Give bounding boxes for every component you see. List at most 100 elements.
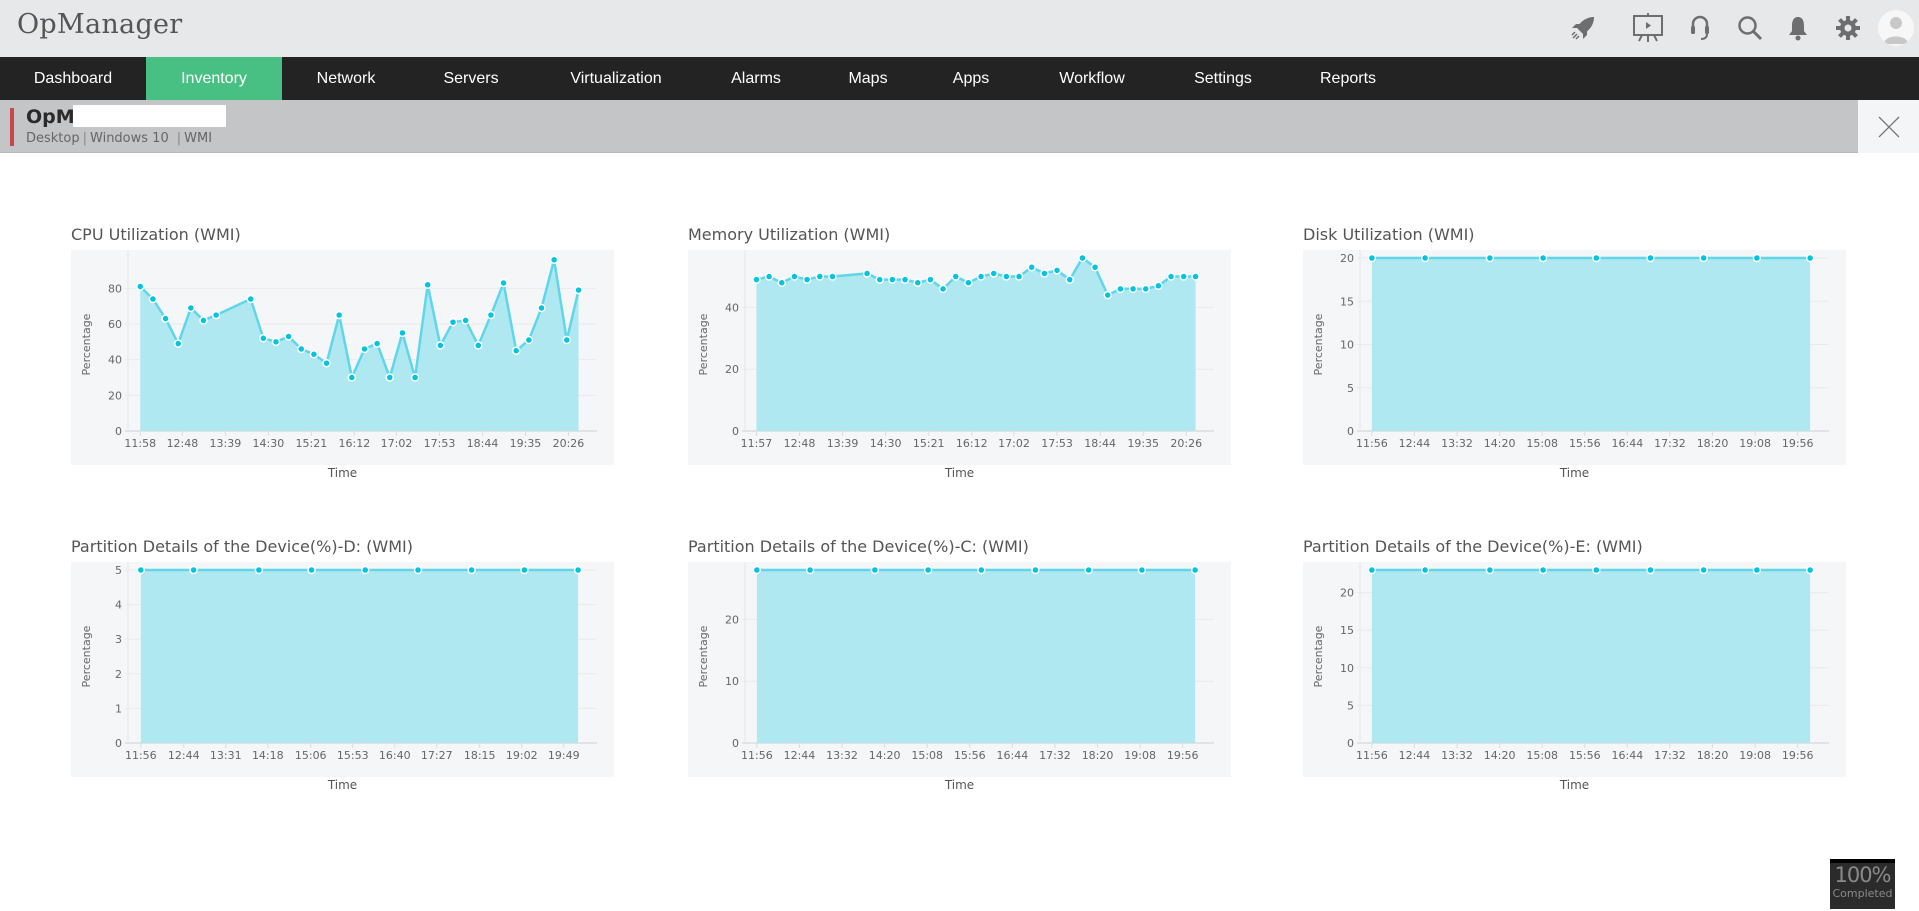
x-tick-label: 17:32 — [1654, 437, 1686, 450]
data-point — [913, 278, 922, 287]
data-point — [573, 565, 583, 575]
x-tick-label: 11:57 — [741, 437, 773, 450]
data-point — [1420, 253, 1430, 263]
progress-value: 100% — [1834, 863, 1891, 887]
data-point — [926, 275, 935, 284]
x-tick-label: 11:56 — [1356, 437, 1388, 450]
x-tick-label: 15:56 — [1569, 437, 1601, 450]
data-point — [1090, 263, 1100, 272]
nav-servers[interactable]: Servers — [443, 70, 499, 87]
data-point — [254, 565, 264, 575]
y-axis-label: Percentage — [697, 625, 710, 687]
data-point — [815, 272, 825, 281]
x-tick-label: 11:58 — [124, 437, 156, 450]
chart-title: Partition Details of the Device(%)-E: (W… — [1303, 537, 1643, 556]
gear-icon[interactable] — [1832, 12, 1864, 44]
x-tick-label: 12:44 — [784, 749, 816, 762]
x-tick-label: 14:20 — [1484, 437, 1516, 450]
data-point — [461, 316, 470, 325]
data-point — [1191, 272, 1200, 281]
area-fill — [756, 258, 1196, 431]
data-point — [976, 272, 986, 281]
x-tick-label: 19:56 — [1167, 749, 1199, 762]
data-point — [297, 344, 306, 354]
chart-panel: 0 1 2 3 4 5 11:56 12:44 13:31 14:18 15:06 15:53 16:4… — [71, 562, 614, 777]
nav-virtualization[interactable]: Virtualization — [570, 70, 662, 87]
x-axis-label: Time — [944, 466, 975, 480]
x-tick-label: 18:20 — [1082, 749, 1114, 762]
data-point — [938, 284, 948, 294]
x-tick-label: 18:20 — [1697, 749, 1729, 762]
x-tick-label: 20:26 — [553, 437, 585, 450]
bell-icon[interactable] — [1782, 12, 1814, 44]
data-point — [1752, 565, 1762, 575]
data-point — [951, 272, 960, 281]
x-tick-label: 17:02 — [998, 437, 1030, 450]
data-point — [790, 272, 799, 281]
x-axis-label: Time — [327, 466, 358, 480]
data-point — [1538, 253, 1548, 263]
series-line — [756, 256, 1196, 297]
y-tick-label: 40 — [108, 354, 122, 367]
data-point — [474, 341, 483, 350]
x-tick-label: 19:56 — [1782, 749, 1814, 762]
y-tick-label: 1 — [115, 702, 122, 715]
rocket-icon[interactable] — [1567, 12, 1599, 44]
chart-panel: 0 5 10 15 20 11:56 12:44 13:32 14:20 15:08 15:56 16… — [1303, 250, 1846, 465]
nav-settings[interactable]: Settings — [1194, 70, 1252, 87]
progress-badge: 100% Completed — [1830, 859, 1895, 909]
y-tick-label: 0 — [1347, 737, 1354, 750]
nav-apps[interactable]: Apps — [952, 70, 990, 87]
y-axis-label: Percentage — [1312, 625, 1325, 687]
y-tick-label: 80 — [108, 282, 122, 295]
headset-icon[interactable] — [1684, 12, 1716, 44]
progress-label: Completed — [1832, 887, 1893, 900]
nav-network[interactable]: Network — [316, 70, 376, 87]
device-protocol: WMI — [184, 131, 213, 146]
x-tick-label: 11:56 — [1356, 749, 1388, 762]
data-point — [1031, 565, 1040, 575]
x-tick-label: 19:02 — [506, 749, 538, 762]
data-point — [1592, 565, 1601, 575]
data-point — [1065, 275, 1074, 284]
presentation-icon[interactable] — [1632, 12, 1664, 44]
nav-workflow[interactable]: Workflow — [1059, 70, 1125, 87]
x-tick-label: 14:20 — [1484, 749, 1516, 762]
x-tick-label: 16:44 — [997, 749, 1029, 762]
area-fill — [756, 570, 1196, 743]
device-header: OpM- Desktop | Windows 10 | WMI — [0, 100, 1919, 153]
user-avatar-icon[interactable] — [1878, 10, 1914, 46]
data-point — [448, 317, 458, 327]
x-tick-label: 19:49 — [548, 749, 580, 762]
y-tick-label: 4 — [115, 599, 122, 612]
data-point — [259, 334, 268, 343]
data-point — [1141, 284, 1150, 294]
x-tick-label: 12:44 — [1399, 437, 1431, 450]
chart-svg: 0 5 10 15 20 11:56 12:44 13:32 14:20 15:08 15:56 16… — [1312, 562, 1829, 762]
data-point — [307, 565, 316, 575]
x-tick-label: 12:44 — [1399, 749, 1431, 762]
data-point — [875, 275, 884, 284]
nav-reports[interactable]: Reports — [1319, 70, 1377, 87]
separator: | — [82, 131, 88, 146]
data-point — [486, 310, 496, 320]
nav-maps[interactable]: Maps — [848, 70, 888, 87]
chart-svg: 0 20 40 11:57 12:48 13:39 14:30 15:21 16:12 17:02… — [697, 250, 1214, 450]
y-tick-label: 15 — [1340, 624, 1354, 637]
nav-dashboard[interactable]: Dashboard — [33, 70, 113, 87]
x-tick-label: 19:35 — [1127, 437, 1159, 450]
chart-panel: 0 5 10 15 20 11:56 12:44 13:32 14:20 15:08 15:56 16… — [1303, 562, 1846, 777]
nav-alarms[interactable]: Alarms — [731, 70, 781, 87]
data-point — [1179, 272, 1188, 281]
x-tick-label: 17:53 — [1041, 437, 1073, 450]
nav-inventory[interactable]: Inventory — [146, 57, 282, 100]
data-point — [1052, 266, 1062, 275]
x-axis-label: Time — [1559, 466, 1590, 480]
y-tick-label: 5 — [1347, 699, 1354, 712]
x-axis-label: Time — [1559, 778, 1590, 792]
x-tick-label: 18:20 — [1697, 437, 1729, 450]
search-icon[interactable] — [1734, 12, 1766, 44]
close-button[interactable] — [1858, 100, 1919, 153]
data-point — [1646, 253, 1655, 263]
x-tick-label: 12:44 — [168, 749, 200, 762]
